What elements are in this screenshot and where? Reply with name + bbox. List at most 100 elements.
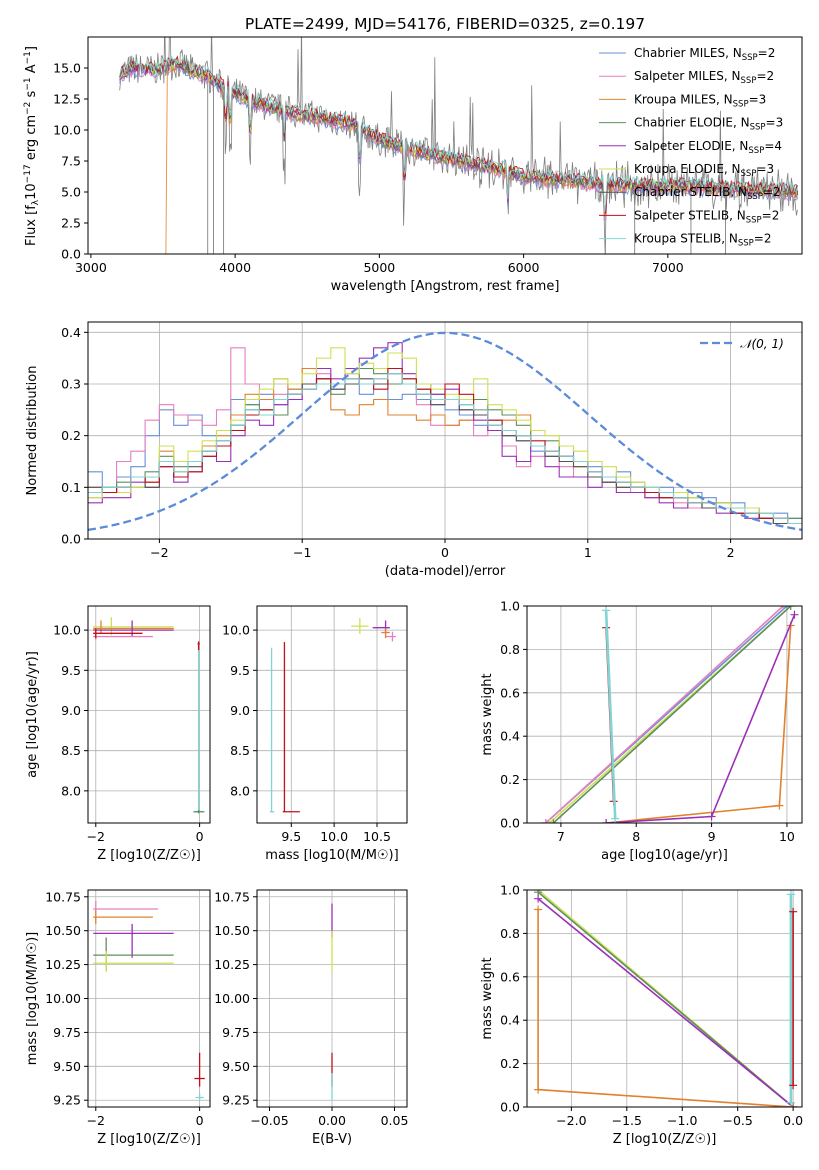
weight-marker bbox=[541, 819, 550, 823]
weight-line-kroupa-miles bbox=[606, 625, 792, 823]
errorbar-point-kroupa-stelib bbox=[195, 1093, 204, 1101]
y-axis-label: age [log10(age/yr)] bbox=[25, 651, 40, 778]
y-tick-label: 15.0 bbox=[53, 61, 81, 76]
y-tick-label: 10.00 bbox=[214, 991, 250, 1006]
legend-entry: 𝒩(0, 1) bbox=[740, 337, 784, 351]
normal-distribution-curve bbox=[88, 331, 802, 532]
y-tick-label: 10.25 bbox=[45, 957, 81, 972]
y-axis-label: Flux [fλ10−17 erg cm−2 s−1 A−1] bbox=[23, 46, 41, 246]
mass-weight-vs-age-panel: 7 8 9 10 0.0 0.2 0.4 0.6 0.8 1.0 age [log10(age/yr… bbox=[480, 599, 803, 863]
y-tick-label: 0.0 bbox=[61, 532, 81, 547]
x-tick-label: 10 bbox=[779, 829, 795, 844]
plot-frame bbox=[256, 889, 408, 1108]
x-tick-label: 0.05 bbox=[381, 1113, 409, 1128]
y-tick-label: 0.2 bbox=[500, 772, 520, 787]
y-tick-label: 9.75 bbox=[222, 1025, 250, 1040]
y-tick-label: 0.4 bbox=[500, 1013, 520, 1028]
weight-marker bbox=[534, 905, 543, 914]
y-tick-label: 0.6 bbox=[500, 969, 520, 984]
x-tick-label: 0 bbox=[196, 829, 204, 844]
y-tick-label: 0.6 bbox=[500, 685, 520, 700]
y-tick-label: 10.50 bbox=[214, 923, 250, 938]
errorbar-point-chabrier-elodie bbox=[93, 937, 174, 972]
y-tick-label: 12.5 bbox=[53, 92, 81, 107]
y-tick-label: 10.0 bbox=[53, 123, 81, 138]
y-tick-label: 0.2 bbox=[61, 428, 81, 443]
weight-line-salpeter-elodie bbox=[606, 614, 796, 823]
errorbar-point-salpeter-stelib bbox=[197, 641, 200, 651]
y-tick-label: 0.0 bbox=[500, 1100, 520, 1115]
y-tick-label: 10.75 bbox=[45, 889, 81, 904]
legend-entry: Kroupa STELIB, NSSP=2 bbox=[634, 232, 772, 249]
weight-marker bbox=[602, 819, 611, 823]
y-tick-label: 9.50 bbox=[222, 1059, 250, 1074]
legend-entry: Chabrier ELODIE, NSSP=3 bbox=[634, 116, 783, 133]
y-tick-label: 9.0 bbox=[61, 703, 81, 718]
y-tick-label: 9.5 bbox=[230, 663, 250, 678]
y-axis-label: mass weight bbox=[480, 673, 495, 755]
x-tick-label: 3000 bbox=[75, 260, 107, 275]
plot-area bbox=[88, 331, 802, 532]
x-tick-label: 9 bbox=[708, 829, 716, 844]
x-tick-label: 7000 bbox=[652, 260, 684, 275]
legend-entry: Salpeter MILES, NSSP=2 bbox=[634, 69, 774, 86]
x-axis-label: Z [log10(Z/Z☉)] bbox=[97, 848, 201, 863]
y-tick-label: 0.3 bbox=[61, 377, 81, 392]
y-tick-label: 0.4 bbox=[500, 729, 520, 744]
errorbar-point-chabrier-elodie bbox=[193, 810, 204, 814]
y-tick-label: 0.0 bbox=[500, 816, 520, 831]
x-axis-label: wavelength [Angstrom, rest frame] bbox=[331, 279, 560, 294]
plot-area bbox=[93, 900, 205, 1101]
errorbar-point-kroupa-elodie bbox=[93, 617, 174, 635]
plot-area bbox=[534, 890, 798, 1107]
y-tick-label: 9.25 bbox=[53, 1093, 81, 1108]
y-tick-label: 9.75 bbox=[53, 1025, 81, 1040]
y-tick-label: 8.0 bbox=[61, 783, 81, 798]
y-tick-label: 10.75 bbox=[214, 889, 250, 904]
model-spectrum-kroupa-stelib bbox=[119, 55, 799, 213]
legend-entry: Chabrier MILES, NSSP=2 bbox=[634, 46, 775, 63]
spectrum-title: PLATE=2499, MJD=54176, FIBERID=0325, z=0… bbox=[245, 15, 645, 33]
plot-frame bbox=[87, 605, 211, 824]
errorbar-point-salpeter-stelib bbox=[194, 1052, 205, 1087]
mass-vs-z-panel: −2 0 9.25 9.50 9.75 10.00 10.25 10.50 10.75 Z [lo… bbox=[25, 889, 211, 1147]
weight-marker bbox=[786, 890, 795, 899]
grid-lines bbox=[88, 890, 210, 1107]
errorbar-point-salpeter-stelib bbox=[93, 628, 143, 639]
residuals-legend: 𝒩(0, 1) bbox=[700, 337, 784, 351]
errorbar-point-salpeter-miles bbox=[385, 631, 396, 642]
weight-line-salpeter-elodie bbox=[537, 898, 794, 1107]
weight-marker bbox=[775, 801, 784, 810]
weight-marker bbox=[534, 1085, 543, 1094]
residuals-panel: −2 −1 0 1 2 0.0 0.1 0.2 0.3 0.4 (data-model)/error… bbox=[25, 321, 803, 579]
x-axis-label: age [log10(age/yr)] bbox=[601, 848, 728, 863]
plot-area bbox=[269, 618, 396, 813]
y-tick-label: 10.00 bbox=[45, 991, 81, 1006]
grid-lines bbox=[88, 322, 802, 540]
y-tick-label: 5.0 bbox=[61, 185, 81, 200]
x-tick-label: 0 bbox=[441, 545, 449, 560]
model-spectrum-salpeter-stelib bbox=[119, 55, 799, 215]
errorbar-point-kroupa-miles bbox=[381, 628, 390, 639]
x-axis-label: mass [log10(M/M☉)] bbox=[265, 848, 398, 863]
x-axis-label: Z [log10(Z/Z☉)] bbox=[97, 1132, 201, 1147]
weight-marker bbox=[549, 819, 558, 823]
y-axis-label: Normed distribution bbox=[25, 366, 40, 496]
weight-line-chabrier-elodie bbox=[537, 891, 794, 1107]
plot-frame bbox=[256, 605, 408, 824]
legend-entry: Salpeter ELODIE, NSSP=4 bbox=[634, 139, 782, 156]
weight-marker bbox=[534, 894, 543, 903]
weight-line-kroupa-miles bbox=[537, 909, 794, 1107]
y-tick-label: 10.25 bbox=[214, 957, 250, 972]
y-tick-label: 0.4 bbox=[61, 325, 81, 340]
weight-marker bbox=[786, 1098, 795, 1107]
grid-lines bbox=[257, 606, 407, 823]
x-tick-label: −0.5 bbox=[723, 1113, 753, 1128]
plot-area bbox=[119, 37, 799, 254]
y-tick-label: 9.0 bbox=[230, 703, 250, 718]
x-tick-label: 0 bbox=[196, 1113, 204, 1128]
legend-entry: Chabrier STELIB, NSSP=2 bbox=[634, 185, 781, 202]
x-tick-label: 2 bbox=[727, 545, 735, 560]
x-tick-label: 0.0 bbox=[783, 1113, 803, 1128]
